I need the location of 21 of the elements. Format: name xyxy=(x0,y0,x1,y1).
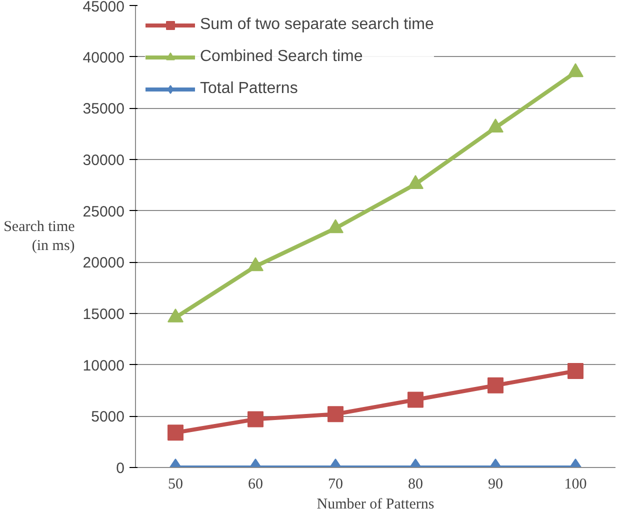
y-tick-label: 10000 xyxy=(82,357,125,374)
x-tick-label: 60 xyxy=(248,476,263,492)
y-tick-label: 30000 xyxy=(82,152,125,169)
x-tick-label: 80 xyxy=(408,476,423,492)
legend-label: Total Patterns xyxy=(200,80,298,98)
x-tick-label: 100 xyxy=(564,476,587,492)
y-tick-label: 40000 xyxy=(82,49,125,66)
y-tick-label: 0 xyxy=(116,460,124,477)
x-tick-label: 90 xyxy=(488,476,503,492)
x-tick-label: 50 xyxy=(168,476,183,492)
y-tick-label: 5000 xyxy=(91,408,125,426)
x-tick-label: 70 xyxy=(328,476,343,492)
x-axis-title: Number of Patterns xyxy=(316,496,434,512)
y-tick-label: 45000 xyxy=(82,0,125,16)
y-tick-label: 25000 xyxy=(82,203,125,220)
y-tick-label: 15000 xyxy=(82,306,125,323)
y-axis-title: Search time (in ms) xyxy=(4,218,76,254)
y-tick-label: 35000 xyxy=(82,100,125,118)
y-tick-label: 20000 xyxy=(82,254,125,272)
legend-label: Sum of two separate search time xyxy=(200,16,434,34)
legend-label: Combined Search time xyxy=(200,48,363,66)
